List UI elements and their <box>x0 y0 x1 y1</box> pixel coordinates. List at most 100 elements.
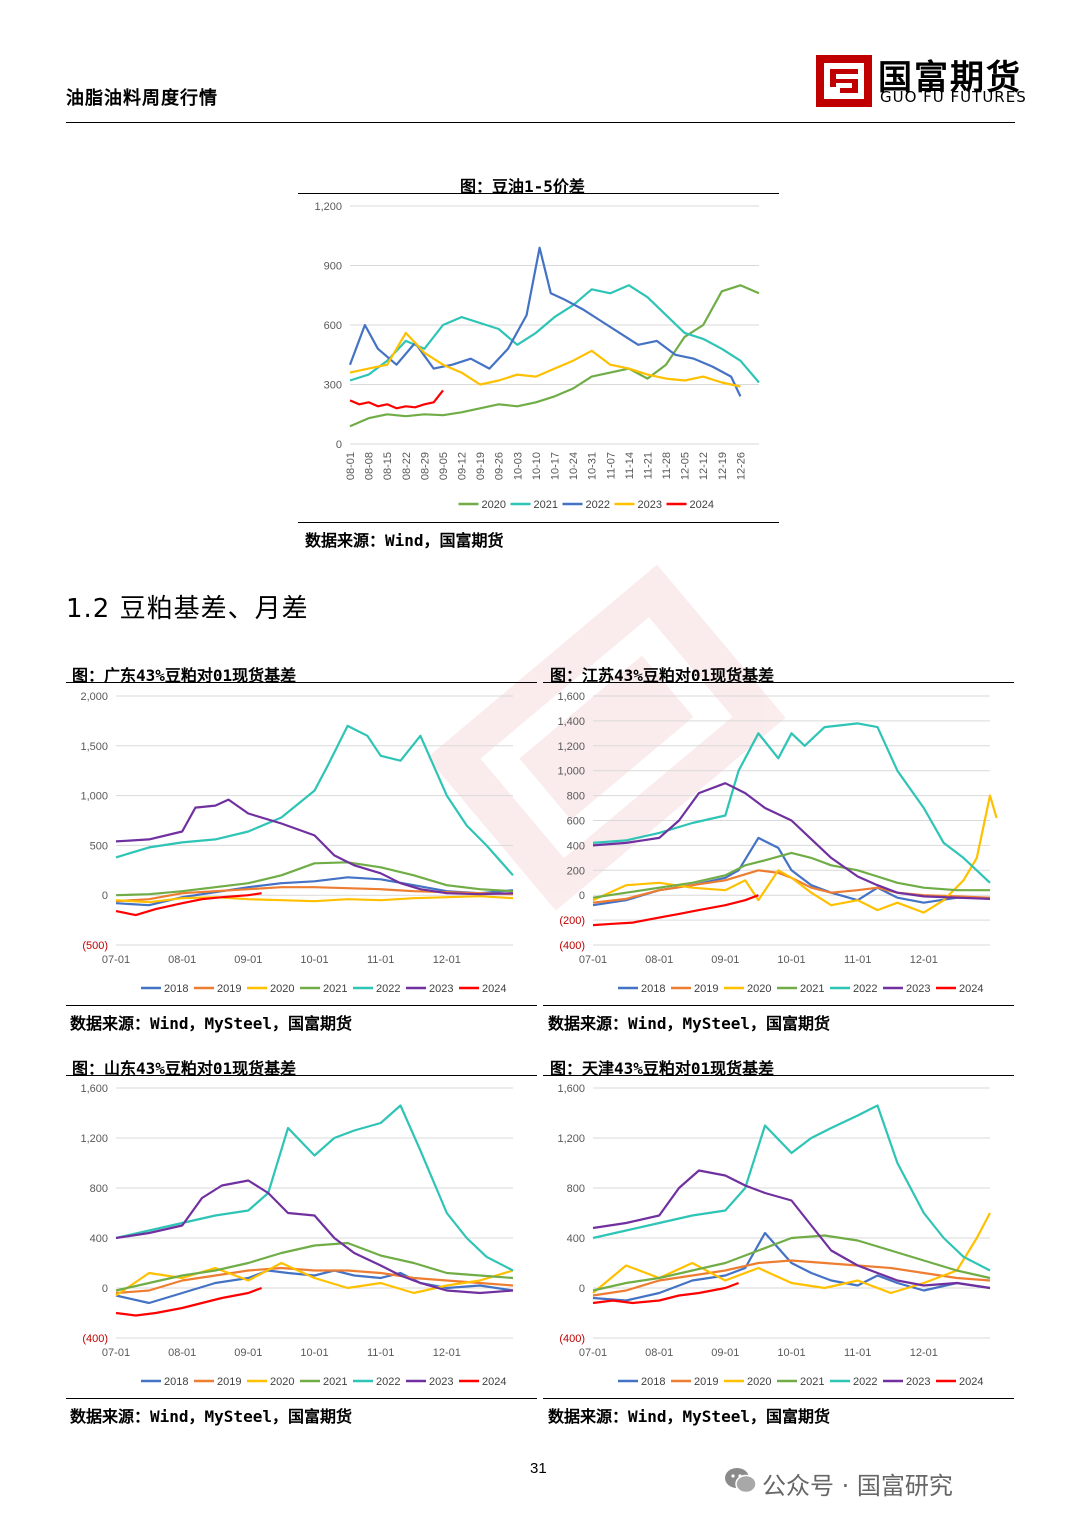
x-tick-label: 12-12 <box>698 452 710 480</box>
x-tick-label: 08-01 <box>645 1347 673 1359</box>
legend-label: 2023 <box>906 983 930 995</box>
x-tick-label: 08-01 <box>168 1347 196 1359</box>
x-tick-label: 10-10 <box>531 452 543 480</box>
data-source: 数据来源：Wind，MySteel，国富期货 <box>548 1014 830 1033</box>
series-line-2018 <box>115 1269 514 1305</box>
x-tick-label: 08-01 <box>645 954 673 966</box>
series-line-2022 <box>115 724 514 877</box>
x-tick-label: 07-01 <box>102 954 130 966</box>
y-tick-label: 800 <box>90 1183 108 1195</box>
chart-top-rule <box>298 193 779 194</box>
y-tick-label: 0 <box>102 890 108 902</box>
legend-label: 2022 <box>586 499 610 511</box>
wechat-icon <box>724 1466 758 1500</box>
x-tick-label: 12-01 <box>433 954 461 966</box>
x-tick-label: 11-21 <box>642 452 654 479</box>
legend-label: 2019 <box>694 1376 718 1388</box>
x-tick-label: 12-19 <box>717 452 729 480</box>
series-line-2024 <box>349 389 444 410</box>
x-tick-label: 12-26 <box>735 452 747 480</box>
data-source: 数据来源：Wind，MySteel，国富期货 <box>70 1407 352 1426</box>
x-tick-label: 08-15 <box>382 452 394 480</box>
series-line-2021 <box>592 1234 991 1292</box>
x-tick-label: 09-01 <box>234 1347 262 1359</box>
y-tick-label: 2,000 <box>80 691 108 703</box>
y-tick-label: (400) <box>82 1333 108 1345</box>
series-line-2023 <box>115 1179 514 1295</box>
y-tick-label: 800 <box>567 791 585 803</box>
header-divider <box>66 122 1015 123</box>
report-title: 油脂油料周度行情 <box>66 88 218 109</box>
y-tick-label: 200 <box>567 865 585 877</box>
chart-title: 图：天津43%豆粕对01现货基差 <box>550 1059 775 1078</box>
tianjin-basis-chart: 1,600 1,200 800 400 0 (400) 07-01 08-01 09-01 10-… <box>557 1083 991 1388</box>
y-tick-label: 1,600 <box>80 1083 108 1095</box>
data-source: 数据来源：Wind，MySteel，国富期货 <box>548 1407 830 1426</box>
data-source: 数据来源：Wind，MySteel，国富期货 <box>70 1014 352 1033</box>
y-tick-label: 1,500 <box>80 741 108 753</box>
y-tick-label: 0 <box>579 1283 585 1295</box>
y-tick-label: 300 <box>324 380 342 392</box>
y-tick-label: (200) <box>559 915 585 927</box>
legend-label: 2020 <box>482 499 506 511</box>
logo-english-name: GUO FU FUTURES <box>880 88 1027 106</box>
legend-label: 2019 <box>694 983 718 995</box>
x-tick-label: 07-01 <box>579 1347 607 1359</box>
legend-label: 2021 <box>800 983 824 995</box>
chart-bottom-rule <box>66 1005 537 1006</box>
legend-label: 2020 <box>747 983 771 995</box>
chart-title: 图：豆油1-5价差 <box>460 177 585 196</box>
y-tick-label: 400 <box>567 840 585 852</box>
x-tick-label: 09-26 <box>494 452 506 480</box>
series-line-2019 <box>592 869 991 904</box>
y-tick-label: 400 <box>567 1233 585 1245</box>
chart-top-rule <box>66 682 537 683</box>
legend-label: 2019 <box>217 983 241 995</box>
legend-label: 2018 <box>164 1376 188 1388</box>
x-tick-label: 11-14 <box>624 452 636 479</box>
series-line-2022 <box>348 246 742 397</box>
series-line-2022 <box>592 722 991 884</box>
legend-label: 2020 <box>270 983 294 995</box>
legend-label: 2020 <box>270 1376 294 1388</box>
chart-title: 图：广东43%豆粕对01现货基差 <box>72 666 297 685</box>
series-line-2024 <box>115 1286 262 1317</box>
series-line-2020 <box>592 1212 991 1295</box>
x-tick-label: 08-22 <box>401 452 413 480</box>
chart-title: 图：山东43%豆粕对01现货基差 <box>72 1059 297 1078</box>
series-line-2024 <box>592 894 759 927</box>
y-tick-label: (400) <box>559 940 585 952</box>
data-source: 数据来源：Wind，国富期货 <box>305 531 504 550</box>
y-tick-label: 1,200 <box>314 201 342 213</box>
page-number: 31 <box>530 1460 547 1477</box>
legend-label: 2024 <box>690 499 714 511</box>
legend-label: 2023 <box>429 1376 453 1388</box>
y-tick-label: 1,200 <box>80 1133 108 1145</box>
x-tick-label: 10-17 <box>550 452 562 480</box>
x-tick-label: 10-24 <box>568 452 580 480</box>
series-line-2020 <box>115 895 514 904</box>
legend-label: 2024 <box>482 1376 506 1388</box>
series-line-2022 <box>592 1104 991 1272</box>
soyoil-spread-chart: 1,200 900 600 300 008-01 08-08 08-15 08-22 08-29… <box>314 201 760 511</box>
y-tick-label: 0 <box>579 890 585 902</box>
x-tick-label: 10-01 <box>300 1347 328 1359</box>
legend-label: 2019 <box>217 1376 241 1388</box>
y-tick-label: 400 <box>90 1233 108 1245</box>
legend-label: 2024 <box>482 983 506 995</box>
x-tick-label: 09-05 <box>438 452 450 480</box>
x-tick-label: 09-12 <box>457 452 469 480</box>
legend-label: 2024 <box>959 1376 983 1388</box>
legend-label: 2023 <box>906 1376 930 1388</box>
shandong-basis-chart: 1,600 1,200 800 400 0 (400) 07-01 08-01 09-01 10-… <box>80 1083 514 1388</box>
y-tick-label: 1,600 <box>557 691 585 703</box>
series-line-2020 <box>349 284 760 428</box>
x-tick-label: 08-29 <box>419 452 431 480</box>
legend-label: 2023 <box>429 983 453 995</box>
chart-bottom-rule <box>543 1398 1014 1399</box>
y-tick-label: 900 <box>324 261 342 273</box>
chart-top-rule <box>543 682 1014 683</box>
x-tick-label: 10-01 <box>300 954 328 966</box>
legend-label: 2018 <box>164 983 188 995</box>
x-tick-label: 11-28 <box>661 452 673 479</box>
